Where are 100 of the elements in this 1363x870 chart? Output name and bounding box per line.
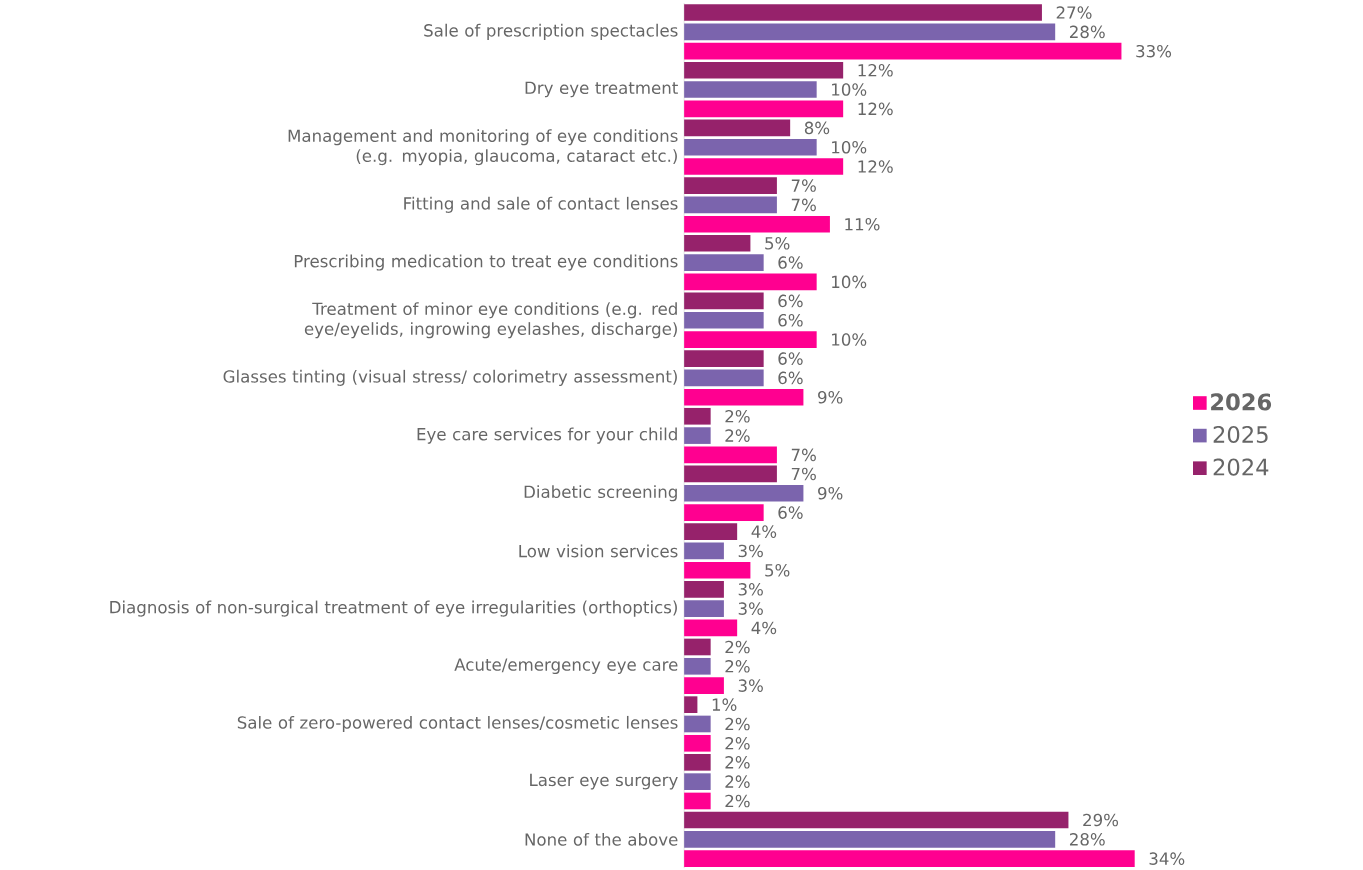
data-label: 11% — [845, 217, 880, 231]
bar — [684, 100, 844, 118]
data-label: 5% — [765, 236, 790, 250]
bar — [684, 42, 1122, 60]
y-tick-label: Sale of zero-powered contact lenses/cosmetic lenses — [237, 715, 678, 733]
bar — [684, 715, 711, 733]
bar — [684, 600, 724, 617]
y-tick-label: Diabetic screening — [524, 485, 677, 502]
bar — [684, 350, 764, 367]
bar — [684, 773, 711, 790]
legend-label: 2025 — [1213, 425, 1268, 444]
y-tick-label: Eye care services for your child — [417, 427, 677, 444]
bar — [684, 657, 711, 675]
data-label: 6% — [778, 352, 803, 365]
data-label: 7% — [791, 467, 816, 481]
data-label: 7% — [791, 448, 816, 462]
bar — [684, 792, 711, 810]
data-label: 2% — [725, 736, 750, 750]
y-tick-label: Glasses tinting (visual stress/ colorimetry assessment) — [223, 369, 677, 386]
y-tick-label: Dry eye treatment — [525, 81, 678, 98]
bar — [684, 311, 764, 329]
data-label: 6% — [778, 313, 803, 327]
bar — [684, 196, 777, 214]
bar — [684, 407, 711, 425]
y-tick-label: Acute/emergency eye care — [454, 658, 678, 675]
bar — [684, 23, 1056, 41]
legend-label: 2026 — [1211, 393, 1272, 411]
data-label: 4% — [751, 525, 777, 538]
bar — [684, 850, 1135, 867]
data-label: 2% — [725, 794, 750, 808]
data-label: 8% — [804, 121, 830, 135]
bar — [684, 734, 711, 752]
data-label: 2% — [725, 640, 750, 654]
bar — [684, 465, 777, 483]
y-tick-label: Sale of prescription spectacles — [424, 23, 678, 40]
bar — [684, 388, 804, 406]
bar — [684, 580, 724, 598]
bar — [684, 504, 764, 521]
bar — [684, 292, 764, 310]
data-label: 3% — [738, 544, 763, 558]
data-label: 10% — [832, 140, 867, 154]
data-label: 3% — [738, 582, 763, 596]
bar — [684, 254, 764, 271]
bar — [684, 177, 777, 194]
bar — [684, 523, 738, 540]
data-label: 28% — [1069, 833, 1105, 846]
data-label: 2% — [725, 409, 750, 423]
bar — [684, 81, 817, 98]
bar — [684, 273, 817, 291]
y-tick-label: Treatment of minor eye conditions (e.g. red eye/eyelids, ingrowing eyelashes, discharge) — [304, 302, 677, 339]
data-label: 3% — [738, 679, 763, 692]
bar — [684, 446, 777, 464]
legend-label: 2024 — [1213, 458, 1269, 476]
bar — [684, 331, 817, 348]
bar — [684, 4, 1042, 21]
bar — [684, 619, 738, 637]
y-tick-label: Low vision services — [519, 544, 678, 558]
bar — [684, 138, 817, 156]
data-label: 33% — [1136, 44, 1172, 58]
bar — [684, 427, 711, 444]
y-tick-label: Management and monitoring of eye conditions (e.g. myopia, glaucoma, cataract etc.) — [288, 129, 678, 166]
bar — [684, 542, 724, 560]
bar — [684, 119, 791, 137]
data-label: 1% — [712, 698, 737, 711]
data-label: 29% — [1083, 813, 1119, 827]
y-tick-label: Diagnosis of non-surgical treatment of eye irregularities (orthoptics) — [110, 600, 677, 617]
data-label: 28% — [1069, 25, 1105, 39]
bar — [684, 696, 698, 713]
data-label: 9% — [818, 390, 843, 404]
bar — [684, 158, 844, 175]
data-label: 5% — [765, 563, 790, 577]
data-label: 27% — [1056, 6, 1092, 19]
data-label: 7% — [791, 179, 816, 192]
bar — [684, 369, 764, 387]
data-label: 12% — [858, 63, 893, 77]
y-tick-label: Fitting and sale of contact lenses — [404, 196, 678, 213]
bar — [684, 811, 1069, 829]
bar — [684, 561, 751, 579]
data-label: 9% — [818, 486, 843, 500]
bar — [684, 638, 711, 656]
data-label: 2% — [725, 659, 750, 673]
data-label: 2% — [725, 429, 750, 442]
y-tick-label: Prescribing medication to treat eye conditions — [294, 254, 678, 271]
bar — [684, 234, 751, 252]
data-label: 12% — [858, 102, 893, 116]
data-label: 6% — [778, 294, 803, 308]
data-label: 2% — [725, 717, 750, 731]
data-label: 4% — [751, 621, 777, 635]
bar — [684, 753, 711, 771]
data-label: 12% — [858, 160, 893, 173]
y-tick-label: None of the above — [525, 832, 678, 846]
data-label: 10% — [832, 333, 867, 346]
data-label: 2% — [725, 775, 750, 788]
data-label: 7% — [791, 198, 816, 212]
bar — [684, 484, 804, 502]
data-label: 6% — [778, 256, 803, 269]
data-label: 6% — [778, 371, 803, 385]
data-label: 6% — [778, 506, 803, 519]
y-tick-label: Laser eye surgery — [530, 773, 678, 790]
bar — [684, 215, 830, 233]
